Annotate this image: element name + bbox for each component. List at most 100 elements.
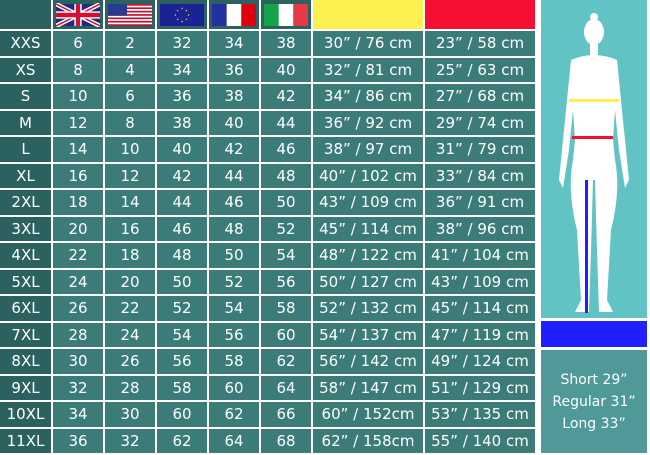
waist-cell: 38” / 96 cm [425,216,535,241]
waist-cell: 33” / 84 cm [425,163,535,188]
fr-size-cell: 64 [209,428,259,453]
us-size-cell: 22 [105,296,155,321]
bust-cell: 40” / 102 cm [313,163,423,188]
uk-size-cell: 6 [53,31,103,56]
us-size-cell: 30 [105,402,155,427]
it-size-cell: 64 [261,375,311,400]
bust-cell: 58” / 147 cm [313,375,423,400]
size-label-cell: XXS [0,31,51,56]
italy-flag-icon [261,0,311,29]
us-size-cell: 18 [105,243,155,268]
uk-size-cell: 8 [53,57,103,82]
fr-size-cell: 42 [209,137,259,162]
size-label-cell: S [0,84,51,109]
bust-cell: 62” / 158cm [313,428,423,453]
size-label-cell: 3XL [0,216,51,241]
size-label-cell: 5XL [0,269,51,294]
us-size-cell: 2 [105,31,155,56]
waist-cell: 25” / 63 cm [425,57,535,82]
it-size-cell: 38 [261,31,311,56]
it-size-cell: 42 [261,84,311,109]
eu-size-cell: 62 [157,428,207,453]
size-label-cell: 6XL [0,296,51,321]
uk-size-cell: 14 [53,137,103,162]
inseam-regular: Regular 31” [552,393,636,410]
us-size-cell: 28 [105,375,155,400]
us-size-cell: 10 [105,137,155,162]
waist-cell: 27” / 68 cm [425,84,535,109]
waist-cell: 49” / 124 cm [425,349,535,374]
it-size-cell: 54 [261,243,311,268]
size-label-cell: 7XL [0,322,51,347]
waist-cell: 31” / 79 cm [425,137,535,162]
bust-cell: 34” / 86 cm [313,84,423,109]
bust-cell: 32” / 81 cm [313,57,423,82]
bust-cell: 48” / 122 cm [313,243,423,268]
waist-color-header [425,0,535,29]
it-size-cell: 56 [261,269,311,294]
fr-size-cell: 52 [209,269,259,294]
it-size-cell: 48 [261,163,311,188]
bust-cell: 38” / 97 cm [313,137,423,162]
france-flag-icon [209,0,259,29]
inseam-long: Long 33” [562,415,626,432]
eu-size-cell: 32 [157,31,207,56]
us-size-cell: 8 [105,110,155,135]
waist-cell: 41” / 104 cm [425,243,535,268]
body-measurement-figure [541,0,647,318]
it-size-cell: 60 [261,322,311,347]
eu-size-cell: 38 [157,110,207,135]
eu-size-cell: 42 [157,163,207,188]
uk-flag-icon [53,0,103,29]
uk-size-cell: 24 [53,269,103,294]
us-size-cell: 6 [105,84,155,109]
eu-size-cell: 44 [157,190,207,215]
uk-size-cell: 20 [53,216,103,241]
us-size-cell: 16 [105,216,155,241]
corner-cell [0,0,51,29]
uk-size-cell: 18 [53,190,103,215]
eu-flag-icon [157,0,207,29]
us-size-cell: 26 [105,349,155,374]
bust-cell: 36” / 92 cm [313,110,423,135]
waist-cell: 53” / 135 cm [425,402,535,427]
it-size-cell: 68 [261,428,311,453]
inseam-short: Short 29” [560,371,628,388]
fr-size-cell: 60 [209,375,259,400]
it-size-cell: 46 [261,137,311,162]
fr-size-cell: 50 [209,243,259,268]
bust-color-header [313,0,423,29]
it-size-cell: 40 [261,57,311,82]
size-table: XXS 6 2 32 34 38 30” / 76 cm 23” / 58 cm XS 8 4 34 3… [0,0,535,453]
female-silhouette-icon [559,13,629,313]
waist-cell: 36” / 91 cm [425,190,535,215]
uk-size-cell: 36 [53,428,103,453]
fr-size-cell: 56 [209,322,259,347]
waist-cell: 29” / 74 cm [425,110,535,135]
eu-size-cell: 50 [157,269,207,294]
eu-size-cell: 58 [157,375,207,400]
uk-size-cell: 28 [53,322,103,347]
fr-size-cell: 46 [209,190,259,215]
it-size-cell: 58 [261,296,311,321]
fr-size-cell: 54 [209,296,259,321]
uk-size-cell: 12 [53,110,103,135]
eu-size-cell: 40 [157,137,207,162]
bust-cell: 52” / 132 cm [313,296,423,321]
bust-cell: 45” / 114 cm [313,216,423,241]
us-size-cell: 24 [105,322,155,347]
us-size-cell: 12 [105,163,155,188]
uk-size-cell: 16 [53,163,103,188]
it-size-cell: 62 [261,349,311,374]
fr-size-cell: 34 [209,31,259,56]
eu-size-cell: 56 [157,349,207,374]
eu-size-cell: 60 [157,402,207,427]
eu-size-cell: 46 [157,216,207,241]
uk-size-cell: 22 [53,243,103,268]
size-label-cell: 11XL [0,428,51,453]
inseam-line [585,180,588,313]
inseam-lengths: Short 29” Regular 31” Long 33” [541,350,647,453]
waist-cell: 55” / 140 cm [425,428,535,453]
it-size-cell: 52 [261,216,311,241]
